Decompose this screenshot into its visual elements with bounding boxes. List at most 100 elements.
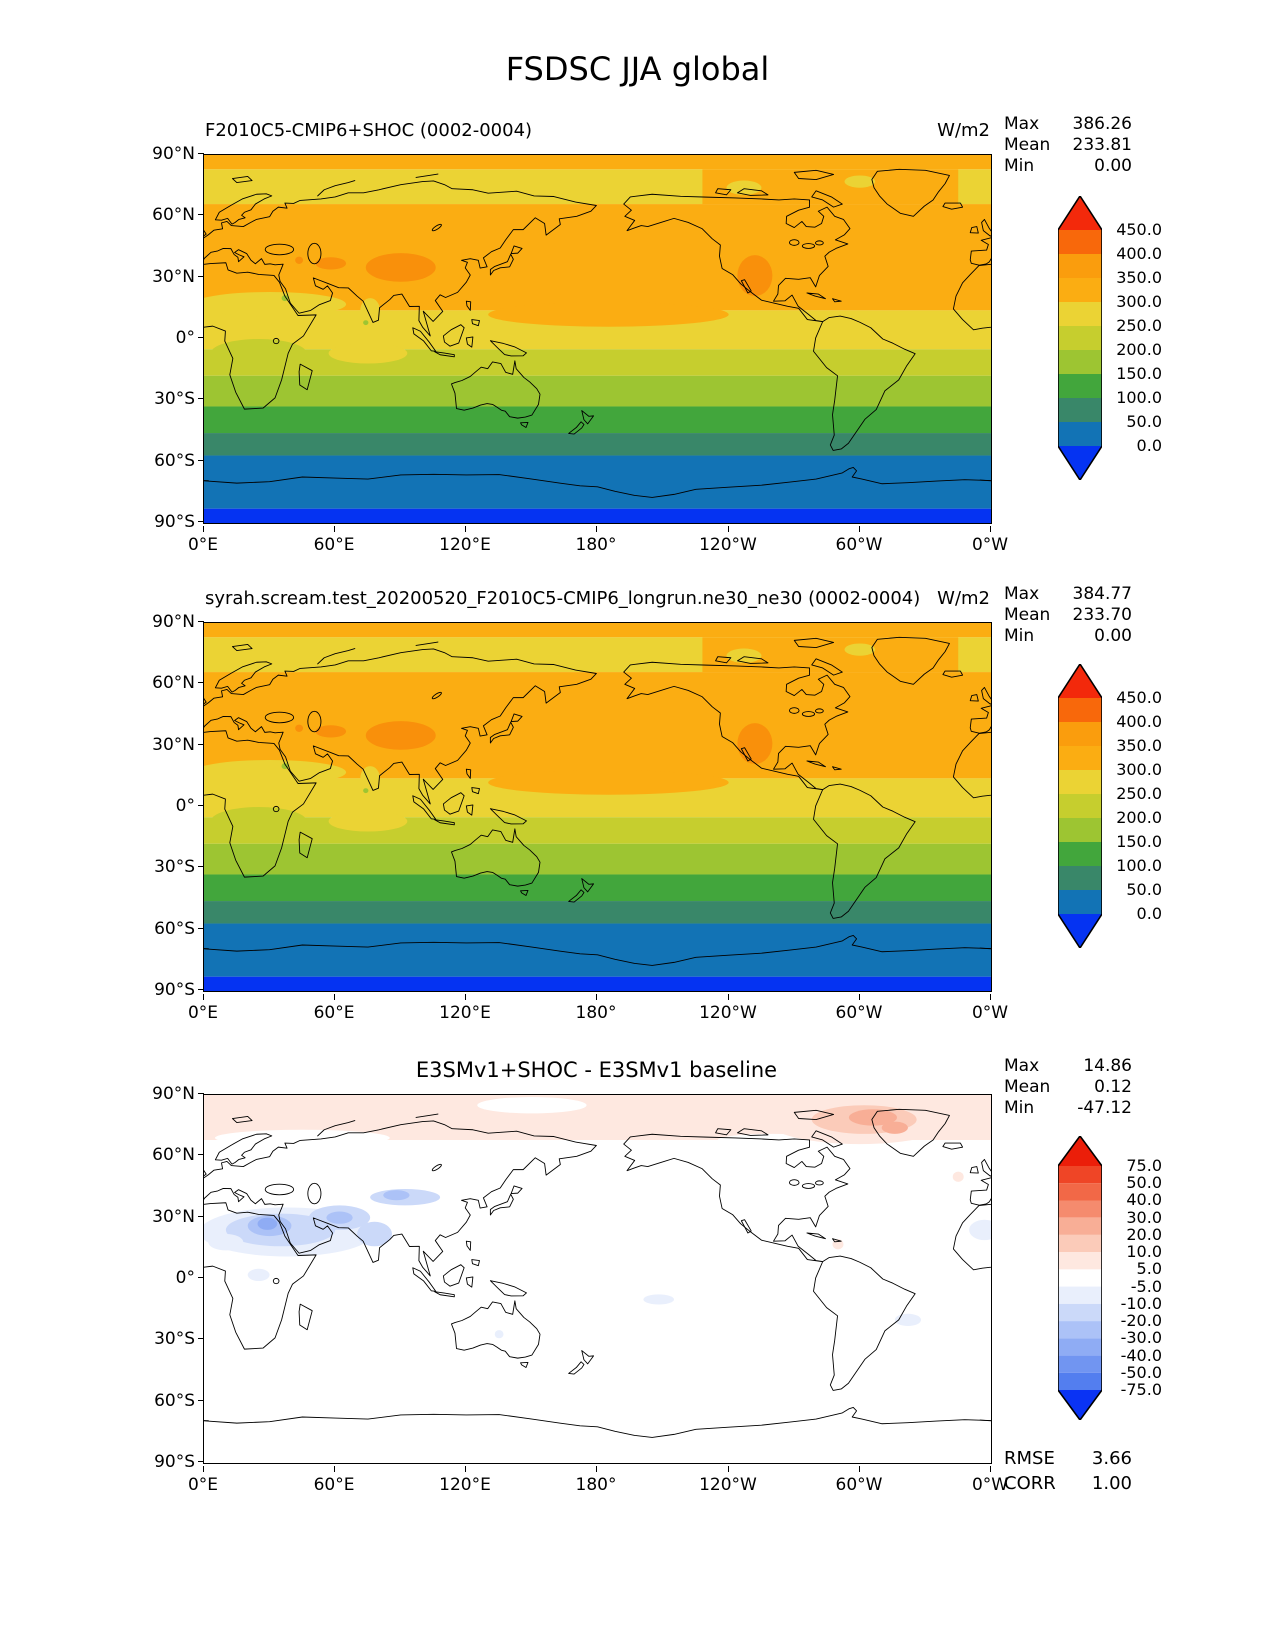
corr-value: 1.00 [1091, 1473, 1132, 1494]
panel3-map [203, 1094, 992, 1464]
y-tick-label: 30°N [117, 1207, 204, 1227]
stat-min-value: 0.00 [1094, 626, 1132, 646]
colorbar-label: -50.0 [1120, 1363, 1162, 1382]
panel2-colorbar [1058, 664, 1102, 948]
colorbar-label: 75.0 [1126, 1156, 1162, 1175]
x-tick-label: 0°W [945, 1466, 1035, 1495]
panel2-stats: Max 384.77 Mean 233.70 Min 0.00 [1004, 584, 1132, 647]
panel1-title: F2010C5-CMIP6+SHOC (0002-0004) [205, 120, 533, 141]
colorbar-label: 20.0 [1126, 1225, 1162, 1244]
x-tick-label: 60°W [814, 994, 904, 1023]
y-tick-label: 0° [117, 796, 204, 816]
panel2-map [203, 622, 992, 992]
y-tick-label: 60°N [117, 205, 204, 225]
stat-min-value: -47.12 [1077, 1098, 1132, 1118]
y-tick-label: 90°N [117, 612, 204, 632]
panel3-map-svg [204, 1095, 991, 1463]
y-tick-label: 90°S [117, 980, 204, 1000]
x-tick-label: 180° [551, 526, 641, 555]
colorbar-label: 400.0 [1116, 244, 1162, 263]
x-tick-label: 0°E [158, 994, 248, 1023]
stat-mean-label: Mean [1004, 1077, 1051, 1097]
panel3-colorbar [1058, 1136, 1102, 1420]
colorbar-label: -5.0 [1130, 1277, 1162, 1296]
colorbar-label: 30.0 [1126, 1208, 1162, 1227]
colorbar-label: -30.0 [1120, 1328, 1162, 1347]
panel3-stats: Max 14.86 Mean 0.12 Min -47.12 [1004, 1056, 1132, 1119]
stat-row-max: Max 384.77 [1004, 584, 1132, 605]
stat-mean-value: 0.12 [1094, 1077, 1132, 1097]
y-tick-label: 90°S [117, 512, 204, 532]
stat-mean-label: Mean [1004, 605, 1051, 625]
x-tick-label: 60°E [289, 526, 379, 555]
colorbar-label: 300.0 [1116, 292, 1162, 311]
panel1-colorbar-svg [1058, 196, 1102, 480]
panel1-map-svg [204, 155, 991, 523]
colorbar-label: -10.0 [1120, 1294, 1162, 1313]
colorbar-label: 350.0 [1116, 268, 1162, 287]
panel1-colorbar [1058, 196, 1102, 480]
x-tick-label: 0°W [945, 526, 1035, 555]
stat-max-value: 386.26 [1072, 114, 1132, 134]
panel1-stats: Max 386.26 Mean 233.81 Min 0.00 [1004, 114, 1132, 177]
colorbar-label: 250.0 [1116, 784, 1162, 803]
x-tick-label: 120°E [420, 994, 510, 1023]
x-tick-label: 0°W [945, 994, 1035, 1023]
y-tick-label: 90°N [117, 1084, 204, 1104]
y-tick-label: 30°S [117, 857, 204, 877]
stat-min-label: Min [1004, 156, 1035, 176]
rmse-value: 3.66 [1091, 1448, 1132, 1469]
stat-row-min: Min 0.00 [1004, 626, 1132, 647]
stat-row-max: Max 14.86 [1004, 1056, 1132, 1077]
colorbar-label: 200.0 [1116, 808, 1162, 827]
colorbar-label: 350.0 [1116, 736, 1162, 755]
x-tick-label: 180° [551, 1466, 641, 1495]
stat-min-label: Min [1004, 626, 1035, 646]
panel2-colorbar-svg [1058, 664, 1102, 948]
x-tick-label: 120°E [420, 1466, 510, 1495]
stat-row-min: Min 0.00 [1004, 156, 1132, 177]
colorbar-label: 200.0 [1116, 340, 1162, 359]
colorbar-label: -40.0 [1120, 1346, 1162, 1365]
metric-row-rmse: RMSE 3.66 [1004, 1448, 1132, 1469]
y-tick-label: 0° [117, 1268, 204, 1288]
colorbar-label: -75.0 [1120, 1380, 1162, 1399]
y-tick-label: 30°S [117, 389, 204, 409]
y-tick-label: 60°N [117, 673, 204, 693]
panel3-colorbar-svg [1058, 1136, 1102, 1420]
x-tick-label: 60°W [814, 526, 904, 555]
colorbar-label: 0.0 [1136, 904, 1162, 923]
colorbar-label: 50.0 [1126, 412, 1162, 431]
metric-row-corr: CORR 1.00 [1004, 1473, 1132, 1494]
panel1-units: W/m2 [937, 120, 990, 141]
stat-max-label: Max [1004, 584, 1040, 604]
colorbar-label: -20.0 [1120, 1311, 1162, 1330]
colorbar-label: 10.0 [1126, 1242, 1162, 1261]
colorbar-label: 0.0 [1136, 436, 1162, 455]
colorbar-label: 450.0 [1116, 220, 1162, 239]
panel3-metrics: RMSE 3.66 CORR 1.00 [1004, 1448, 1132, 1498]
stat-row-max: Max 386.26 [1004, 114, 1132, 135]
stat-row-mean: Mean 0.12 [1004, 1077, 1132, 1098]
stat-mean-value: 233.70 [1072, 605, 1132, 625]
x-tick-label: 0°E [158, 526, 248, 555]
colorbar-label: 100.0 [1116, 388, 1162, 407]
stat-row-mean: Mean 233.81 [1004, 135, 1132, 156]
y-tick-label: 30°N [117, 735, 204, 755]
panel2-units: W/m2 [937, 588, 990, 609]
colorbar-label: 50.0 [1126, 880, 1162, 899]
panel3-title: E3SMv1+SHOC - E3SMv1 baseline [415, 1058, 778, 1082]
colorbar-label: 5.0 [1136, 1259, 1162, 1278]
x-tick-label: 120°W [683, 1466, 773, 1495]
y-tick-label: 30°S [117, 1329, 204, 1349]
stat-mean-value: 233.81 [1072, 135, 1132, 155]
y-tick-label: 30°N [117, 267, 204, 287]
colorbar-label: 50.0 [1126, 1173, 1162, 1192]
stat-max-value: 384.77 [1072, 584, 1132, 604]
y-tick-label: 60°S [117, 1391, 204, 1411]
stat-mean-label: Mean [1004, 135, 1051, 155]
x-tick-label: 0°E [158, 1466, 248, 1495]
y-tick-label: 60°S [117, 919, 204, 939]
corr-label: CORR [1004, 1473, 1056, 1494]
y-tick-label: 60°S [117, 451, 204, 471]
